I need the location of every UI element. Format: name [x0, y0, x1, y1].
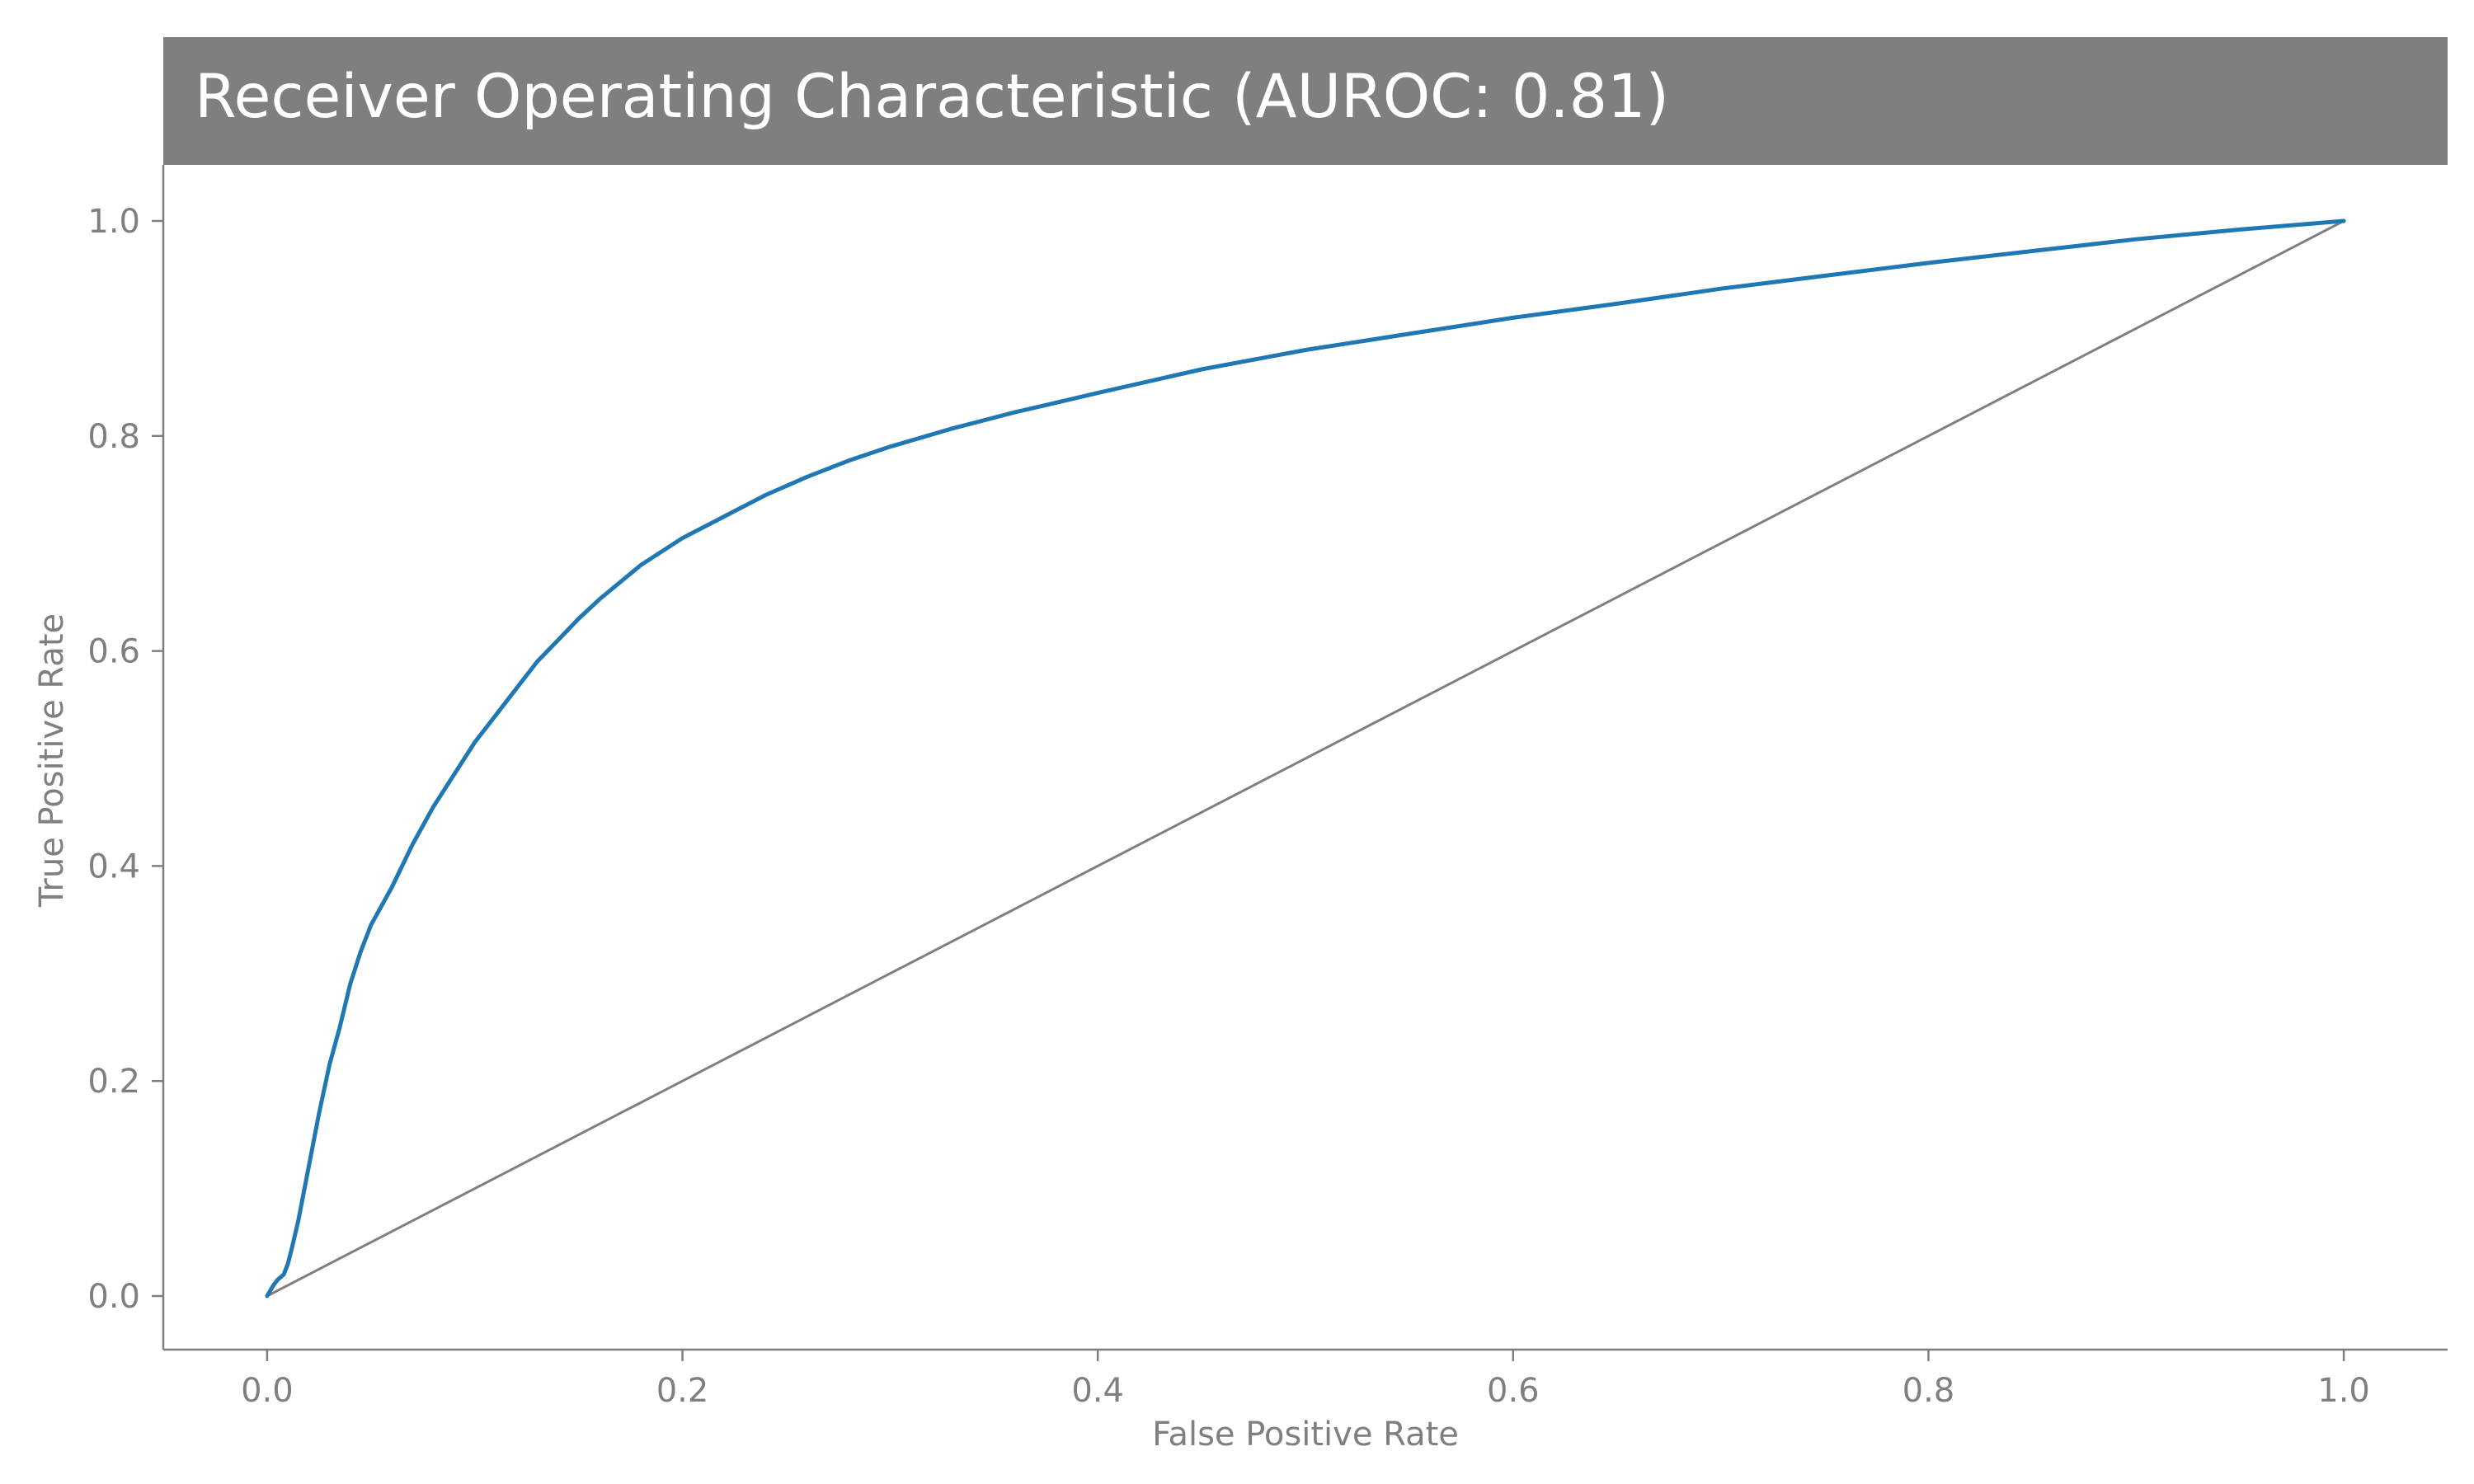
axes: [162, 165, 2448, 1351]
chart-title-banner: Receiver Operating Characteristic (AUROC…: [163, 37, 2448, 165]
y-tick-label: 1.0: [87, 203, 140, 241]
chart-title-background: [163, 37, 2448, 165]
roc-curve-line: [265, 218, 2346, 1298]
x-tick-label: 0.6: [1487, 1372, 1540, 1410]
x-tick-label: 0.4: [1071, 1372, 1124, 1410]
chance-diagonal-line: [266, 219, 2345, 1298]
y-ticks: 0.0 0.2 0.4 0.6 0.8 1.0: [87, 203, 163, 1316]
y-tick-label: 0.8: [87, 418, 140, 456]
x-axis-label: False Positive Rate: [1152, 1416, 1459, 1453]
chart-title: Receiver Operating Characteristic (AUROC…: [195, 62, 1669, 132]
x-tick-label: 0.2: [656, 1372, 709, 1410]
x-tick-label: 0.8: [1903, 1372, 1955, 1410]
y-tick-label: 0.4: [87, 848, 140, 885]
plot-series: [265, 218, 2346, 1298]
y-tick-label: 0.2: [87, 1063, 140, 1101]
y-tick-label: 0.6: [87, 633, 140, 671]
y-tick-label: 0.0: [87, 1278, 140, 1316]
y-axis-label: True Positive Rate: [33, 613, 71, 908]
x-tick-label: 0.0: [241, 1372, 294, 1410]
x-ticks: 0.0 0.2 0.4 0.6 0.8 1.0: [241, 1350, 2370, 1410]
x-tick-label: 1.0: [2317, 1372, 2370, 1410]
